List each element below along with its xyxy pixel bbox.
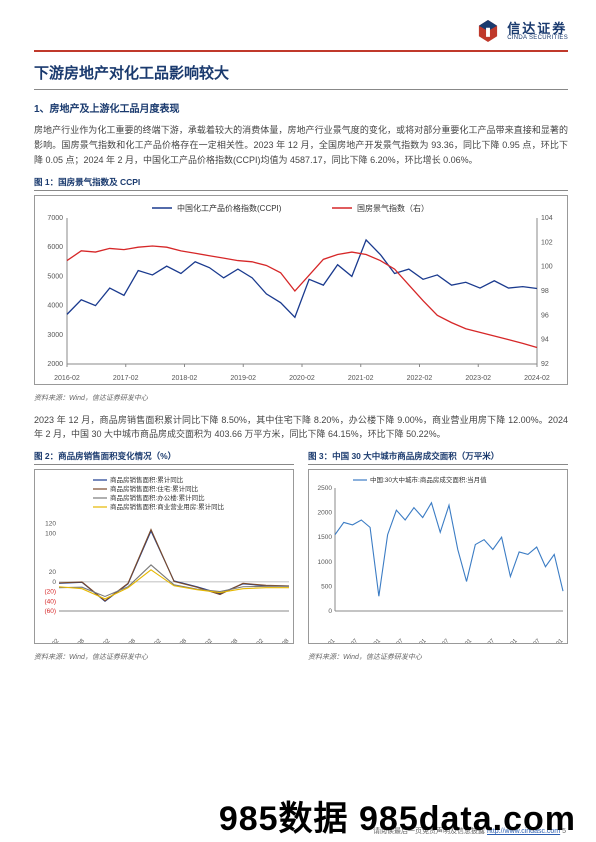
svg-text:2021-01: 2021-01 <box>408 638 428 644</box>
svg-text:2019-02: 2019-02 <box>41 638 61 644</box>
paragraph-2: 2023 年 12 月，商品房销售面积累计同比下降 8.50%，其中住宅下降 8… <box>34 413 568 443</box>
svg-text:102: 102 <box>541 239 553 246</box>
svg-text:2018-02: 2018-02 <box>172 375 198 382</box>
svg-text:2022-01: 2022-01 <box>453 638 473 644</box>
svg-text:1500: 1500 <box>318 534 333 541</box>
svg-text:2020-02: 2020-02 <box>289 375 315 382</box>
svg-text:0: 0 <box>52 579 56 586</box>
svg-text:2021-08: 2021-08 <box>168 638 188 644</box>
svg-text:2023-02: 2023-02 <box>245 638 265 644</box>
fig2-source: 资料来源：Wind，信达证券研发中心 <box>34 652 294 662</box>
logo-en: CINDA SECURITIES <box>507 35 568 41</box>
page-header: 信达证券 CINDA SECURITIES <box>34 18 568 52</box>
fig3-title: 图 3：中国 30 大中城市商品房成交面积（万平米） <box>308 450 568 465</box>
svg-text:7000: 7000 <box>47 215 63 222</box>
svg-text:2022-08: 2022-08 <box>219 638 239 644</box>
fig2-title: 图 2：商品房销售面积变化情况（%） <box>34 450 294 465</box>
svg-text:0: 0 <box>328 608 332 615</box>
svg-text:2000: 2000 <box>318 510 333 517</box>
svg-text:商品房销售面积:累计同比: 商品房销售面积:累计同比 <box>110 475 184 484</box>
svg-text:2019-01: 2019-01 <box>317 638 337 644</box>
svg-text:2016-02: 2016-02 <box>54 375 80 382</box>
svg-text:2021-07: 2021-07 <box>431 638 451 644</box>
svg-text:96: 96 <box>541 312 549 319</box>
watermark: 985数据 985data.com <box>219 791 576 840</box>
svg-text:100: 100 <box>45 531 56 538</box>
svg-text:国房景气指数（右）: 国房景气指数（右） <box>357 203 429 213</box>
logo-cn: 信达证券 <box>507 22 568 35</box>
svg-text:2019-08: 2019-08 <box>66 638 86 644</box>
svg-text:100: 100 <box>541 263 553 270</box>
svg-text:2020-01: 2020-01 <box>362 638 382 644</box>
svg-text:2024-02: 2024-02 <box>524 375 550 382</box>
chart-30city-area: 中国:30大中城市:商品房成交面积:当月值 0 500 1000 1500 2000 250… <box>308 469 568 644</box>
logo-icon <box>475 18 501 44</box>
svg-text:2024-01: 2024-01 <box>545 638 565 644</box>
svg-text:6000: 6000 <box>47 244 63 251</box>
svg-text:3000: 3000 <box>47 331 63 338</box>
svg-text:中国化工产品价格指数(CCPI): 中国化工产品价格指数(CCPI) <box>177 203 282 213</box>
svg-text:2017-02: 2017-02 <box>113 375 139 382</box>
svg-text:2000: 2000 <box>47 361 63 368</box>
svg-text:2020-07: 2020-07 <box>385 638 405 644</box>
svg-text:2022-02: 2022-02 <box>194 638 214 644</box>
fig1-title: 图 1：国房景气指数及 CCPI <box>34 176 568 191</box>
svg-text:2019-02: 2019-02 <box>230 375 256 382</box>
svg-text:2020-08: 2020-08 <box>117 638 137 644</box>
svg-text:20: 20 <box>49 569 57 576</box>
svg-text:104: 104 <box>541 215 553 222</box>
fig1-source: 资料来源：Wind，信达证券研发中心 <box>34 393 568 403</box>
svg-text:2022-07: 2022-07 <box>476 638 496 644</box>
chart-sales-change: 商品房销售面积:累计同比商品房销售面积:住宅:累计同比商品房销售面积:办公楼:累… <box>34 469 294 644</box>
svg-text:商品房销售面积:办公楼:累计同比: 商品房销售面积:办公楼:累计同比 <box>110 493 205 502</box>
svg-text:中国:30大中城市:商品房成交面积:当月值: 中国:30大中城市:商品房成交面积:当月值 <box>370 475 487 484</box>
paragraph-1: 房地产行业作为化工重要的终端下游，承载着较大的消费体量，房地产行业景气度的变化，… <box>34 123 568 168</box>
svg-text:1000: 1000 <box>318 559 333 566</box>
svg-text:(60): (60) <box>44 608 56 615</box>
svg-text:500: 500 <box>321 584 332 591</box>
svg-text:2021-02: 2021-02 <box>143 638 163 644</box>
page-title: 下游房地产对化工品影响较大 <box>34 62 568 90</box>
svg-text:4000: 4000 <box>47 302 63 309</box>
svg-text:商品房销售面积:住宅:累计同比: 商品房销售面积:住宅:累计同比 <box>110 484 199 493</box>
svg-text:2500: 2500 <box>318 485 333 492</box>
svg-text:5000: 5000 <box>47 273 63 280</box>
svg-text:2020-02: 2020-02 <box>92 638 112 644</box>
svg-text:(20): (20) <box>44 589 56 596</box>
company-logo: 信达证券 CINDA SECURITIES <box>475 18 568 44</box>
svg-text:120: 120 <box>45 521 56 528</box>
svg-text:2023-08: 2023-08 <box>271 638 291 644</box>
svg-text:2022-02: 2022-02 <box>407 375 433 382</box>
svg-text:2021-02: 2021-02 <box>348 375 374 382</box>
svg-text:2023-07: 2023-07 <box>522 638 542 644</box>
svg-text:94: 94 <box>541 336 549 343</box>
svg-text:2023-01: 2023-01 <box>499 638 519 644</box>
fig3-source: 资料来源：Wind，信达证券研发中心 <box>308 652 568 662</box>
svg-text:98: 98 <box>541 288 549 295</box>
svg-text:92: 92 <box>541 361 549 368</box>
svg-text:(40): (40) <box>44 599 56 606</box>
svg-text:商品房销售面积:商业营业用房:累计同比: 商品房销售面积:商业营业用房:累计同比 <box>110 502 225 511</box>
svg-text:2023-02: 2023-02 <box>465 375 491 382</box>
svg-text:2019-07: 2019-07 <box>339 638 359 644</box>
section-subtitle: 1、房地产及上游化工品月度表现 <box>34 100 568 115</box>
chart-ccpi-nhci: 中国化工产品价格指数(CCPI) 国房景气指数（右） 2000 3000 4000 500… <box>34 195 568 385</box>
